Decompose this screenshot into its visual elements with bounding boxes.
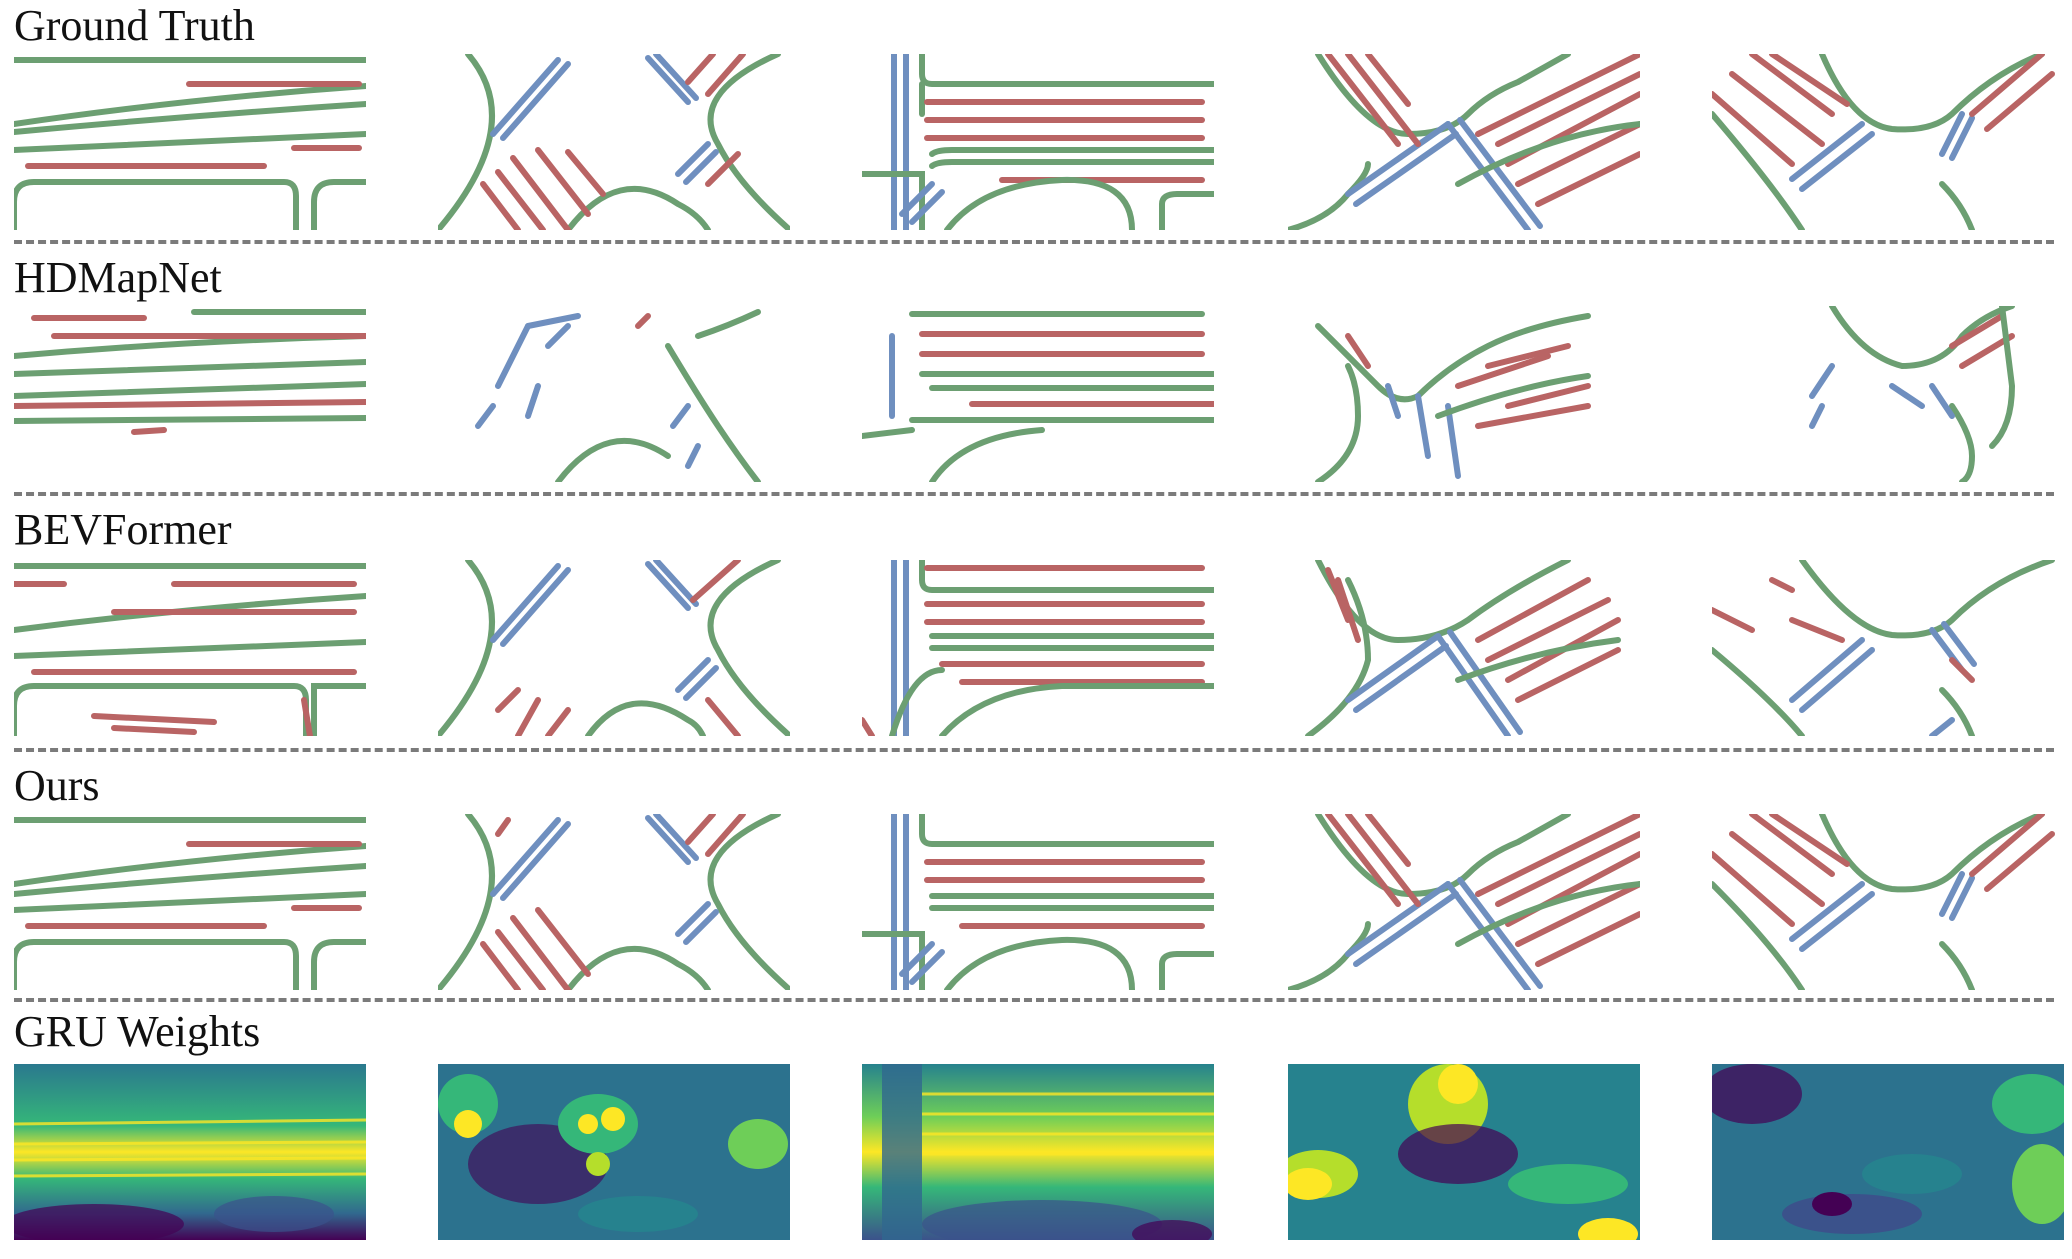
heatmap-panel-5 [1712,1064,2064,1240]
map-panel-bevformer-5 [1712,560,2064,736]
map-panel-bevformer-4 [1288,560,1640,736]
map-panel-gt-3 [862,54,1214,230]
map-panel-hdmapnet-3 [862,306,1214,482]
map-panel-bevformer-2 [438,560,790,736]
map-panel-ours-2 [438,814,790,990]
row-divider [14,240,2054,244]
row-title-gru-weights: GRU Weights [14,1007,261,1056]
map-panel-gt-4 [1288,54,1640,230]
row-title-ground-truth: Ground Truth [14,1,255,50]
heatmap-panel-1 [14,1064,366,1240]
map-panel-gt-5 [1712,54,2064,230]
heatmap-panel-4 [1288,1064,1640,1240]
map-panel-ours-4 [1288,814,1640,990]
heatmap-panel-2 [438,1064,790,1240]
row-title-hdmapnet: HDMapNet [14,253,222,302]
map-panel-bevformer-1 [14,560,366,736]
row-title-bevformer: BEVFormer [14,505,232,554]
map-panel-hdmapnet-5 [1712,306,2064,482]
map-panel-gt-2 [438,54,790,230]
row-title-ours: Ours [14,761,100,810]
map-panel-gt-1 [14,54,366,230]
map-panel-ours-3 [862,814,1214,990]
map-panel-hdmapnet-4 [1288,306,1640,482]
heatmap-panel-3 [862,1064,1214,1240]
map-panel-bevformer-3 [862,560,1214,736]
row-divider [14,998,2054,1002]
map-panel-hdmapnet-1 [14,306,366,482]
map-panel-ours-1 [14,814,366,990]
row-divider [14,492,2054,496]
map-panel-hdmapnet-2 [438,306,790,482]
row-divider [14,748,2054,752]
map-panel-ours-5 [1712,814,2064,990]
